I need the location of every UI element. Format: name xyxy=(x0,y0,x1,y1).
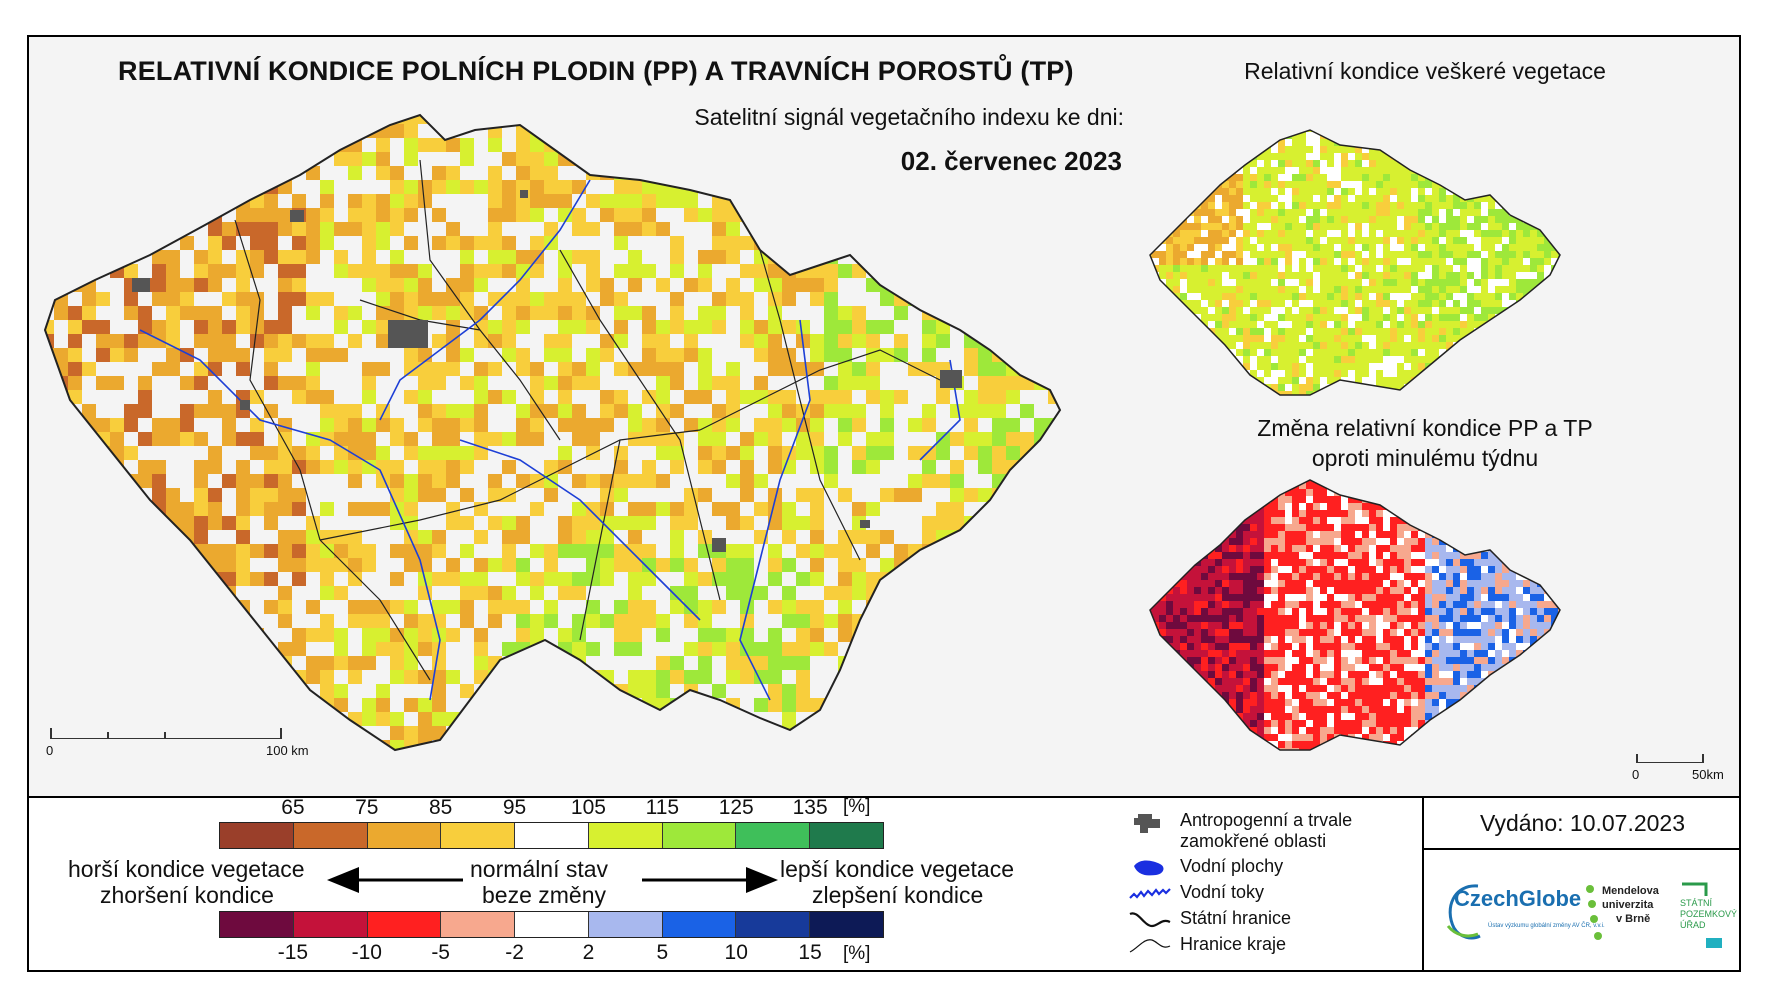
change-tick-label: -5 xyxy=(431,941,450,964)
mendel-logo-line2: univerzita xyxy=(1602,899,1654,911)
change-swatch-8 xyxy=(810,912,884,937)
mendel-logo-dots-icon xyxy=(1586,885,1602,940)
main-scale-start: 0 xyxy=(46,743,54,758)
condition-swatch-4 xyxy=(515,823,589,848)
arrow-right-icon xyxy=(642,867,778,893)
inset-bottom-title-1: Změna relativní kondice PP a TP xyxy=(1257,415,1593,441)
condition-swatch-6 xyxy=(662,823,737,848)
condition-tick-label: 85 xyxy=(428,796,453,819)
center-label-1: normální stav xyxy=(470,856,609,882)
region-border-icon xyxy=(1129,939,1171,953)
symbol-region-border-label: Hranice kraje xyxy=(1180,934,1287,954)
symbol-urban-label-2: zamokřené oblasti xyxy=(1180,831,1327,851)
change-swatch-0 xyxy=(220,912,294,937)
change-swatch-7 xyxy=(736,912,811,937)
change-tick-label: 10 xyxy=(724,941,748,964)
condition-tick-label: 75 xyxy=(355,796,379,819)
spu-logo-icon xyxy=(1682,882,1722,948)
symbol-state-border-label: Státní hranice xyxy=(1180,908,1292,928)
symbol-river: Vodní toky xyxy=(1128,882,1264,906)
inset-scale-end: 50km xyxy=(1692,767,1724,782)
inset-bottom-title-2: oproti minulému týdnu xyxy=(1311,445,1539,471)
urban-area-icon xyxy=(1134,814,1160,833)
symbol-urban: Antropogenní a trvale zamokřené oblasti xyxy=(1128,810,1352,852)
condition-color-bar xyxy=(219,822,884,849)
condition-tick-label: 95 xyxy=(502,796,527,819)
issued-panel: Vydáno: 10.07.2023 CzechGlobe Ústav výzk… xyxy=(1422,798,1741,970)
condition-swatch-7 xyxy=(736,823,811,848)
condition-tick-label: 125 xyxy=(718,796,754,819)
change-tick-label: 2 xyxy=(582,941,595,964)
condition-swatch-2 xyxy=(367,823,442,848)
change-tick-label: -10 xyxy=(351,941,382,964)
change-tick-label: 5 xyxy=(656,941,669,964)
condition-swatch-8 xyxy=(810,823,884,848)
spu-logo-line1: STÁTNÍ xyxy=(1680,898,1713,908)
main-scale-end: 100 km xyxy=(266,743,309,758)
change-tick-label: -2 xyxy=(505,941,524,964)
mendel-logo-line3: v Brně xyxy=(1616,913,1651,925)
condition-tick-label: 65 xyxy=(281,796,305,819)
change-tick-label: -15 xyxy=(277,941,309,964)
condition-swatch-5 xyxy=(588,823,663,848)
change-swatch-1 xyxy=(293,912,368,937)
symbol-water-body-label: Vodní plochy xyxy=(1180,856,1284,876)
change-swatch-3 xyxy=(441,912,516,937)
symbol-urban-label-1: Antropogenní a trvale xyxy=(1180,810,1353,830)
mendel-logo: Mendelova univerzita v Brně xyxy=(1602,884,1659,926)
change-swatch-5 xyxy=(588,912,663,937)
issued-date: Vydáno: 10.07.2023 xyxy=(1479,810,1686,836)
mendel-logo-line1: Mendelova xyxy=(1602,885,1659,897)
right-label-2: zlepšení kondice xyxy=(812,882,984,908)
inset-top-title: Relativní kondice veškeré vegetace xyxy=(1244,58,1606,84)
condition-swatch-0 xyxy=(220,823,294,848)
czechglobe-logo-subtitle: Ústav výzkumu globální změny AV ČR, v.v.… xyxy=(1488,923,1605,929)
symbol-region-border: Hranice kraje xyxy=(1128,934,1286,958)
left-label-1: horší kondice vegetace xyxy=(68,856,305,882)
map-date: 02. červenec 2023 xyxy=(900,146,1122,176)
change-tick-label: 15 xyxy=(798,941,822,964)
change-unit: [%] xyxy=(843,943,871,964)
symbol-river-label: Vodní toky xyxy=(1180,882,1265,902)
czechglobe-logo-icon xyxy=(1446,884,1481,940)
left-label-2: zhoršení kondice xyxy=(100,882,274,908)
spu-logo-line3: ÚŘAD xyxy=(1680,920,1706,930)
condition-tick-label: 105 xyxy=(570,796,606,819)
river-icon xyxy=(1129,888,1171,899)
symbol-water-body: Vodní plochy xyxy=(1128,856,1283,880)
inset-scale-start: 0 xyxy=(1632,767,1640,782)
spu-logo: STÁTNÍ POZEMKOVÝ ÚŘAD xyxy=(1680,898,1737,931)
spu-logo-line2: POZEMKOVÝ xyxy=(1680,909,1738,919)
condition-tick-label: 115 xyxy=(645,796,680,819)
change-swatch-6 xyxy=(662,912,737,937)
arrow-left-icon xyxy=(327,867,463,893)
condition-swatch-3 xyxy=(441,823,516,848)
change-color-bar xyxy=(219,911,884,938)
center-label-2: beze změny xyxy=(482,882,607,908)
condition-unit: [%] xyxy=(843,796,871,817)
right-label-1: lepší kondice vegetace xyxy=(780,856,1014,882)
condition-swatch-1 xyxy=(293,823,368,848)
change-swatch-2 xyxy=(367,912,442,937)
map-title: RELATIVNÍ KONDICE POLNÍCH PLODIN (PP) A … xyxy=(118,56,1074,86)
state-border-icon xyxy=(1129,912,1171,928)
symbol-state-border: Státní hranice xyxy=(1128,908,1291,932)
change-swatch-4 xyxy=(515,912,589,937)
condition-tick-label: 135 xyxy=(792,796,828,819)
map-subtitle: Satelitní signál vegetačního indexu ke d… xyxy=(694,104,1124,130)
czechglobe-logo: CzechGlobe xyxy=(1454,886,1582,911)
water-body-icon xyxy=(1134,860,1164,876)
